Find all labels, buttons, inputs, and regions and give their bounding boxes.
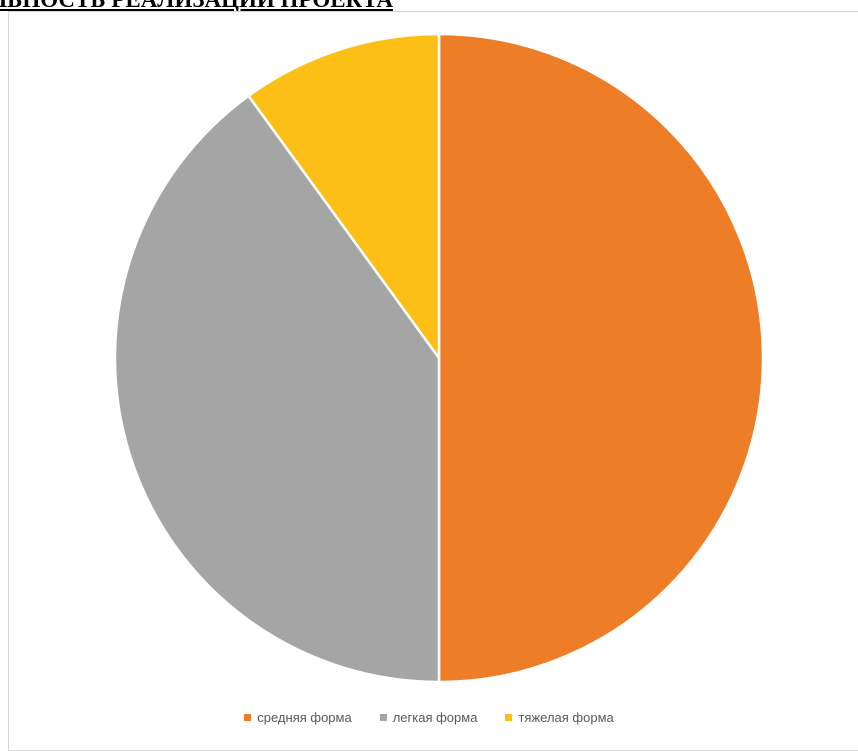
pie-slice-light: [113, 94, 441, 684]
legend-swatch-severe: [505, 713, 513, 721]
chart-legend: средняя форма легкая форма тяжелая форма: [0, 707, 858, 727]
pie-slice-medium: [437, 32, 765, 684]
legend-swatch-medium: [244, 713, 252, 721]
legend-item-light: легкая форма: [379, 709, 478, 725]
document-heading-text: ЛЬНОСТЬ РЕАЛИЗАЦИИ ПРОЕКТА: [0, 0, 393, 12]
pie-slice-severe: [247, 32, 441, 360]
legend-item-medium: средняя форма: [244, 709, 352, 725]
legend-swatch-light: [379, 713, 387, 721]
legend-label-medium: средняя форма: [257, 709, 352, 725]
document-heading: ЛЬНОСТЬ РЕАЛИЗАЦИИ ПРОЕКТА: [0, 0, 858, 12]
legend-item-severe: тяжелая форма: [505, 709, 614, 725]
legend-label-severe: тяжелая форма: [518, 709, 614, 725]
legend-label-light: легкая форма: [392, 709, 478, 725]
